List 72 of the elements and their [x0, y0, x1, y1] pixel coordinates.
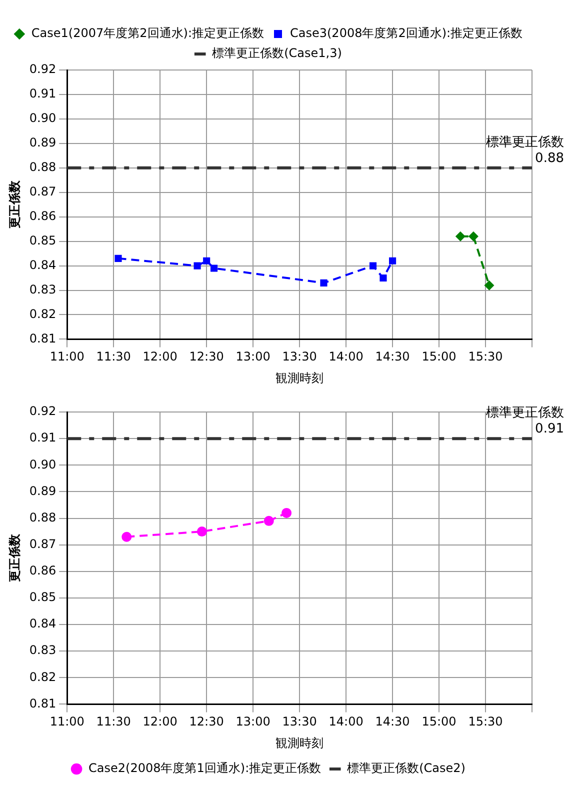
y-tick-label: 0.83 [29, 643, 56, 658]
x-tick-label: 14:00 [328, 350, 364, 364]
y-tick-label: 0.91 [29, 86, 56, 101]
point [122, 532, 132, 542]
annotation: 標準更正係数 [486, 405, 564, 420]
y-tick-label: 0.81 [29, 696, 56, 710]
y-tick-label: 0.85 [29, 233, 56, 248]
x-tick-label: 13:30 [282, 714, 317, 729]
x-tick-label: 11:30 [96, 714, 131, 729]
y-tick-label: 0.90 [29, 111, 56, 126]
point [114, 254, 122, 262]
x-tick-label: 12:30 [189, 714, 224, 729]
x-tick-label: 14:00 [328, 714, 364, 729]
x-tick-label: 15:30 [468, 350, 503, 364]
point [468, 231, 478, 242]
x-tick-label: 15:30 [468, 714, 503, 729]
point [210, 264, 218, 272]
y-tick-label: 0.87 [29, 536, 56, 551]
point [369, 262, 377, 270]
y-tick-label: 0.88 [29, 510, 56, 524]
y-axis-title: 更正係数 [7, 533, 22, 582]
x-tick-label: 14:30 [375, 350, 410, 364]
text: 0.88 [535, 150, 564, 166]
point [196, 526, 207, 537]
x-tick-label: 11:00 [50, 714, 84, 729]
y-tick-label: 0.85 [29, 590, 56, 604]
y-tick-label: 0.92 [29, 404, 56, 418]
y-tick-label: 0.83 [29, 282, 56, 296]
y-tick-label: 0.91 [29, 430, 56, 445]
legend-label: 標準更正係数(Case2) [347, 761, 466, 776]
y-tick-label: 0.89 [29, 484, 56, 498]
y-tick-label: 0.88 [29, 160, 56, 174]
y-tick-label: 0.84 [29, 258, 56, 272]
x-tick-label: 14:30 [375, 714, 410, 729]
point [282, 508, 292, 518]
x-tick-label: 12:00 [142, 714, 178, 729]
x-tick-label: 15:00 [422, 714, 456, 729]
annotation: 標準更正係数 [486, 134, 564, 150]
x-tick-label: 12:30 [189, 350, 224, 364]
x-tick-label: 11:30 [96, 350, 131, 364]
point [455, 231, 466, 242]
x-tick-label: 11:00 [50, 350, 84, 364]
y-axis-title: 更正係数 [7, 180, 22, 229]
point [389, 257, 396, 264]
y-tick-label: 0.82 [29, 306, 56, 321]
y-tick-label: 0.86 [29, 208, 56, 223]
legend-label: 標準更正係数(Case1,3) [212, 46, 342, 60]
legend-label: Case3(2008年度第2回通水):推定更正係数 [290, 26, 523, 40]
point [203, 257, 210, 264]
y-tick-label: 0.90 [29, 457, 56, 472]
x-tick-label: 13:00 [236, 350, 270, 364]
point [264, 516, 274, 526]
point [320, 279, 328, 286]
x-axis-title: 観測時刻 [276, 370, 324, 385]
y-tick-label: 0.81 [29, 331, 56, 346]
legend-label: Case1(2007年度第2回通水):推定更正係数 [31, 26, 264, 40]
y-tick-label: 0.82 [29, 670, 56, 684]
point [484, 280, 494, 290]
x-tick-label: 13:30 [282, 350, 317, 364]
x-axis-title: 観測時刻 [276, 736, 324, 750]
y-tick-label: 0.89 [29, 136, 56, 150]
x-tick-label: 15:00 [422, 350, 456, 364]
y-tick-label: 0.92 [29, 62, 56, 76]
y-tick-label: 0.87 [29, 184, 56, 198]
point [194, 262, 201, 270]
text: 0.91 [535, 421, 564, 436]
legend-label: Case2(2008年度第1回通水):推定更正係数 [88, 761, 322, 776]
y-tick-label: 0.86 [29, 564, 56, 578]
x-tick-label: 12:00 [142, 350, 178, 364]
x-tick-label: 13:00 [236, 714, 270, 729]
point [380, 274, 387, 282]
y-tick-label: 0.84 [29, 616, 56, 631]
